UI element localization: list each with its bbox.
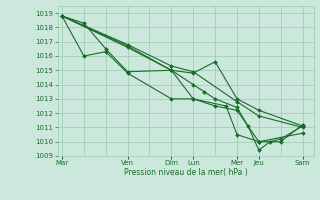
X-axis label: Pression niveau de la mer( hPa ): Pression niveau de la mer( hPa ) <box>124 168 247 177</box>
